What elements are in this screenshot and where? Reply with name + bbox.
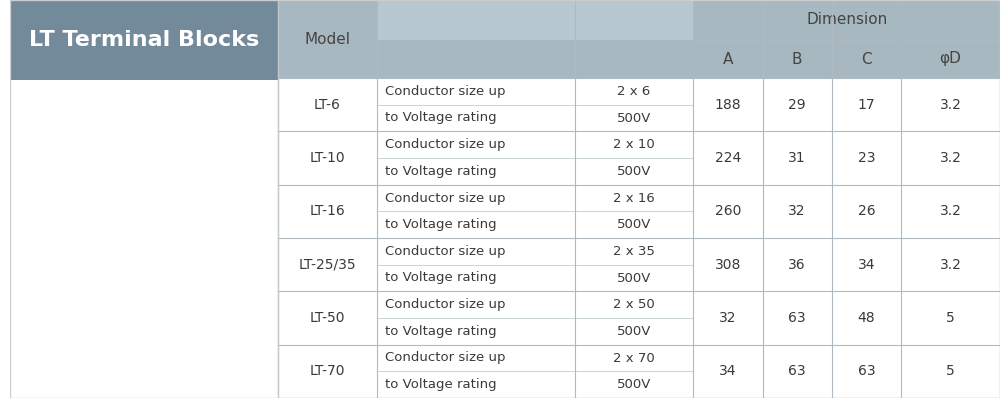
Text: 63: 63 [788,311,806,325]
Text: Conductor size up: Conductor size up [385,85,505,98]
Bar [10,80,278,398]
Text: 63: 63 [858,364,875,378]
Text: 36: 36 [788,258,806,272]
Text: LT-10: LT-10 [309,151,345,165]
Text: 3.2: 3.2 [940,151,961,165]
Text: 500V: 500V [617,325,651,338]
Bar [278,238,1000,291]
Text: 500V: 500V [617,378,651,391]
Text: 31: 31 [788,151,806,165]
Text: 2 x 70: 2 x 70 [613,351,655,365]
Text: to Voltage rating: to Voltage rating [385,271,496,285]
Bar [278,131,1000,185]
Bar [693,0,1000,40]
Text: to Voltage rating: to Voltage rating [385,378,496,391]
Text: 2 x 35: 2 x 35 [613,245,655,258]
Text: 224: 224 [715,151,741,165]
Text: 5: 5 [946,364,955,378]
Text: 2 x 16: 2 x 16 [613,191,655,205]
Text: Conductor size up: Conductor size up [385,351,505,365]
Text: 3.2: 3.2 [940,258,961,272]
Text: 32: 32 [788,204,806,219]
Text: 500V: 500V [617,165,651,178]
Text: Conductor size up: Conductor size up [385,245,505,258]
Text: 3.2: 3.2 [940,98,961,112]
Text: to Voltage rating: to Voltage rating [385,111,496,125]
Text: 48: 48 [858,311,875,325]
Text: to Voltage rating: to Voltage rating [385,218,496,231]
Text: LT Terminal Blocks: LT Terminal Blocks [29,30,259,50]
Text: 2 x 50: 2 x 50 [613,298,655,311]
Bar [377,40,693,78]
Text: 34: 34 [858,258,875,272]
Text: 500V: 500V [617,111,651,125]
Text: LT-50: LT-50 [309,311,345,325]
Bar [832,40,901,78]
Text: 3.2: 3.2 [940,204,961,219]
Text: 2 x 10: 2 x 10 [613,138,655,151]
Text: LT-25/35: LT-25/35 [298,258,356,272]
Text: 500V: 500V [617,271,651,285]
Text: Dimension: Dimension [806,12,887,27]
Text: Conductor size up: Conductor size up [385,298,505,311]
Text: 63: 63 [788,364,806,378]
Text: 29: 29 [788,98,806,112]
Bar [278,345,1000,398]
Text: C: C [861,51,872,66]
Bar [377,0,693,40]
Text: 308: 308 [715,258,741,272]
Text: 32: 32 [719,311,737,325]
Bar [278,291,1000,345]
Text: to Voltage rating: to Voltage rating [385,165,496,178]
Text: LT-16: LT-16 [309,204,345,219]
Text: Model: Model [304,31,350,47]
Text: B: B [792,51,802,66]
Text: 17: 17 [858,98,875,112]
Text: 26: 26 [858,204,875,219]
Bar [901,40,1000,78]
Bar [278,185,1000,238]
Text: 5: 5 [946,311,955,325]
Text: to Voltage rating: to Voltage rating [385,325,496,338]
Text: A: A [723,51,733,66]
Text: Conductor size up: Conductor size up [385,138,505,151]
Bar [278,0,377,78]
Text: LT-70: LT-70 [309,364,345,378]
Text: φD: φD [940,51,961,66]
Text: 23: 23 [858,151,875,165]
Text: 34: 34 [719,364,737,378]
Text: 2 x 6: 2 x 6 [617,85,651,98]
Text: 260: 260 [715,204,741,219]
Bar [278,78,1000,131]
Text: Conductor size up: Conductor size up [385,191,505,205]
Text: 500V: 500V [617,218,651,231]
Bar [763,40,832,78]
Bar [693,40,763,78]
Bar [10,0,278,80]
Text: 188: 188 [715,98,741,112]
Text: LT-6: LT-6 [314,98,341,112]
